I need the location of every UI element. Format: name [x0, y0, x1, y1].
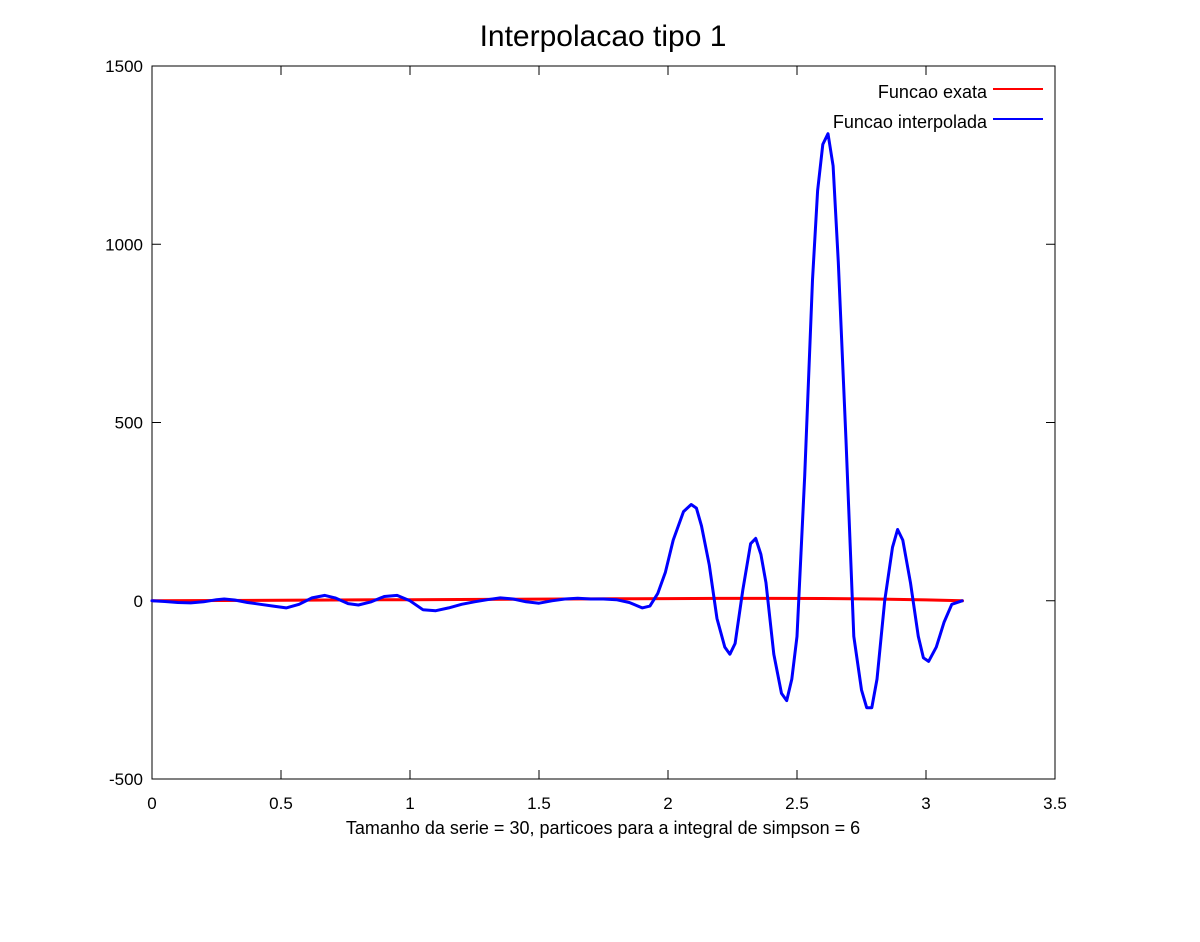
- y-tick-label: 0: [134, 592, 143, 611]
- plot-frame: [151, 65, 1056, 780]
- y-tick-labels: -500 0 500 1000 1500: [105, 57, 143, 789]
- x-tick-label: 0: [147, 794, 156, 813]
- x-axis-label: Tamanho da serie = 30, particoes para a …: [346, 818, 860, 838]
- chart-title: Interpolacao tipo 1: [480, 20, 727, 53]
- tick-marks: [151, 65, 1056, 780]
- legend: Funcao exata Funcao interpolada: [833, 82, 1043, 132]
- series-line-funcao-interpolada: [150, 132, 964, 710]
- series-lines: [150, 132, 964, 710]
- x-tick-label: 1.5: [527, 794, 551, 813]
- legend-label: Funcao exata: [878, 82, 988, 102]
- x-tick-label: 3.5: [1043, 794, 1067, 813]
- x-tick-label: 1: [405, 794, 414, 813]
- x-tick-label: 0.5: [269, 794, 293, 813]
- y-tick-label: 1000: [105, 235, 143, 254]
- x-tick-label: 3: [921, 794, 930, 813]
- x-tick-labels: 0 0.5 1 1.5 2 2.5 3 3.5: [147, 794, 1067, 813]
- y-tick-label: 500: [115, 414, 143, 433]
- legend-label: Funcao interpolada: [833, 112, 988, 132]
- y-tick-label: -500: [109, 770, 143, 789]
- y-tick-label: 1500: [105, 57, 143, 76]
- x-tick-label: 2.5: [785, 794, 809, 813]
- x-tick-label: 2: [663, 794, 672, 813]
- series-line-funcao-exata: [150, 596, 964, 603]
